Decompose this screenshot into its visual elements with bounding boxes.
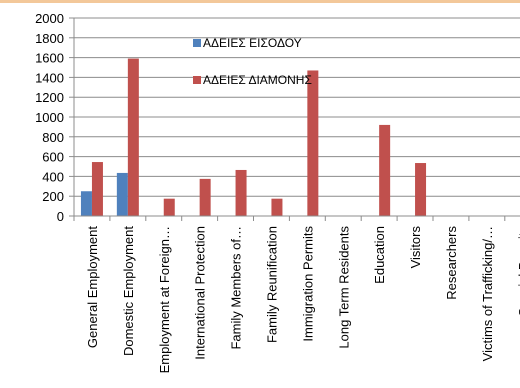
- y-tick-label: 1600: [35, 51, 64, 66]
- y-tick-label: 0: [57, 209, 64, 224]
- y-tick-label: 400: [42, 169, 64, 184]
- bars: [80, 58, 427, 217]
- y-tick-label: 600: [42, 150, 64, 165]
- bar-entry-permits: [80, 191, 92, 216]
- x-tick-label: General Employment: [85, 226, 100, 348]
- gridlines: [74, 17, 520, 217]
- y-tick-label: 1000: [35, 110, 64, 125]
- x-tick-label: Family Reunification: [264, 226, 279, 343]
- x-tick-labels: General Employment Domestic Employment Emp…: [85, 226, 520, 374]
- y-tick-label: 1200: [35, 90, 64, 105]
- y-tick-label: 2000: [35, 11, 64, 26]
- legend-label: ΑΔΕΙΕΣ ΕΙΣΟΔΟΥ: [203, 36, 302, 50]
- x-tick-label: Immigration Permits: [300, 226, 315, 342]
- x-tick-label: Visitors: [408, 226, 423, 269]
- x-tick-label: Domestic Employment: [121, 226, 136, 356]
- y-tick-label: 200: [42, 189, 64, 204]
- x-tick-label: Employment at Foreign…: [157, 226, 172, 373]
- bar-entry-permits: [116, 172, 128, 216]
- x-tick-label: Victims of Trafficking/…: [480, 226, 495, 361]
- top-border: [0, 0, 520, 3]
- x-tick-label: Long Term Residents: [336, 226, 351, 349]
- legend-swatch: [193, 39, 201, 47]
- bar-residence-permits: [235, 169, 247, 216]
- bar-residence-permits: [199, 178, 211, 216]
- legend-swatch: [193, 76, 201, 84]
- x-tick-label: Education: [372, 226, 387, 284]
- y-tick-label: 800: [42, 130, 64, 145]
- axes: [69, 17, 520, 221]
- y-tick-label: 1800: [35, 31, 64, 46]
- legend: ΑΔΕΙΕΣ ΕΙΣΟΔΟΥ ΑΔΕΙΕΣ ΔΙΑΜΟΝΗΣ: [193, 36, 312, 87]
- x-tick-label: Researchers: [444, 226, 459, 300]
- x-tick-label: Special Permits: [516, 226, 520, 317]
- bar-residence-permits: [379, 124, 391, 216]
- bar-residence-permits: [91, 162, 103, 216]
- bar-residence-permits: [307, 70, 319, 216]
- y-tick-label: 1400: [35, 70, 64, 85]
- y-tick-labels: 0 200 400 600 800 1000 1200 1400 1600 1800 2000: [35, 11, 64, 224]
- legend-label: ΑΔΕΙΕΣ ΔΙΑΜΟΝΗΣ: [203, 73, 312, 87]
- x-tick-label: International Protection: [193, 226, 208, 360]
- bar-residence-permits: [127, 58, 139, 217]
- bar-residence-permits: [415, 163, 427, 216]
- bar-residence-permits: [271, 198, 283, 216]
- bar-residence-permits: [163, 198, 175, 216]
- x-tick-label: Family Members of…: [229, 226, 244, 350]
